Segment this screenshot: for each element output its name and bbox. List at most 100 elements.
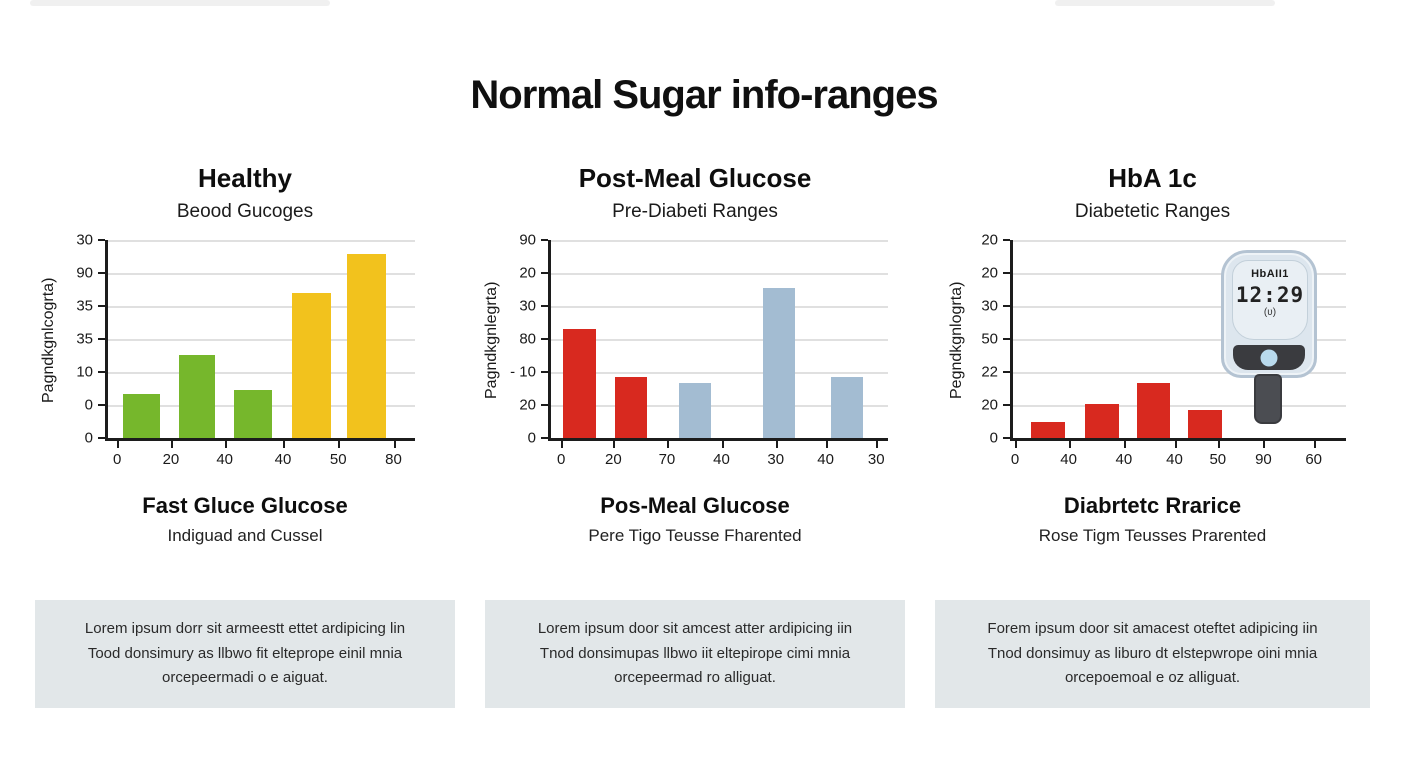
y-tick-mark xyxy=(1003,370,1010,373)
y-tick-mark xyxy=(1003,271,1010,274)
x-tick-label: 60 xyxy=(1305,451,1323,468)
y-tick-mark xyxy=(98,338,105,340)
chart2-subheading: Pre-Diabeti Ranges xyxy=(612,201,778,222)
x-tick-label: 20 xyxy=(605,451,622,468)
y-tick-label: 0 xyxy=(527,429,536,447)
bar-yellow xyxy=(292,293,331,438)
y-tick-mark xyxy=(541,437,548,439)
chart2-plot-area: 90 20 30 80 - 10 20 0 0 20 70 40 30 40 30 xyxy=(510,232,888,468)
y-tick-label: 20 xyxy=(981,264,998,282)
x-tick-label: 40 xyxy=(1166,451,1183,468)
y-tick-mark xyxy=(1003,304,1010,307)
glucose-meter-label: HbAII1 xyxy=(1251,268,1289,280)
y-tick-label: - 10 xyxy=(510,363,536,381)
y-tick-mark xyxy=(541,370,548,373)
bar-green xyxy=(233,390,273,438)
y-tick-label: 90 xyxy=(76,264,93,282)
gridline xyxy=(108,339,415,341)
glucose-meter-body: HbAII1 12:29 (ʋ) xyxy=(1221,250,1317,378)
gridline xyxy=(551,305,888,308)
x-tick-label: 70 xyxy=(658,451,676,468)
y-tick-mark xyxy=(541,239,548,241)
gridline xyxy=(1013,272,1346,275)
x-tick-mark xyxy=(561,441,564,448)
chart1-caption-subtitle: Indiguad and Cussel xyxy=(167,526,323,545)
x-tick-mark xyxy=(613,441,616,448)
glucose-meter-stem xyxy=(1254,374,1282,424)
y-tick-mark xyxy=(1003,404,1010,406)
x-tick-mark xyxy=(876,441,879,448)
gridline xyxy=(108,371,415,374)
x-tick-label: 90 xyxy=(1255,451,1272,468)
y-tick-mark xyxy=(541,338,548,340)
x-tick-label: 80 xyxy=(385,451,402,468)
y-tick-mark xyxy=(98,239,105,241)
x-tick-mark xyxy=(117,441,120,448)
y-tick-label: 10 xyxy=(76,363,93,381)
x-tick-label: 0 xyxy=(1010,451,1020,468)
y-tick-mark xyxy=(1003,239,1010,241)
y-tick-mark xyxy=(541,304,548,307)
chart1-plot-area: 30 90 35 35 10 0 0 0 20 40 40 50 80 xyxy=(76,232,415,468)
y-tick-mark xyxy=(98,437,105,439)
glucose-meter-band xyxy=(1233,345,1305,370)
gridline xyxy=(551,339,888,341)
chart3-info-text: Forem ipsum door sit amacest oteftet adi… xyxy=(987,619,1318,687)
x-tick-label: 40 xyxy=(274,451,292,468)
x-tick-mark xyxy=(1014,441,1017,448)
y-tick-mark xyxy=(98,271,105,274)
x-tick-mark xyxy=(1263,441,1266,448)
x-tick-mark xyxy=(1217,441,1220,448)
x-tick-label: 40 xyxy=(817,451,834,468)
y-tick-label: 90 xyxy=(519,231,536,249)
gridline xyxy=(551,240,888,242)
y-tick-label: 0 xyxy=(84,396,93,414)
y-tick-mark xyxy=(98,304,105,307)
gridline xyxy=(551,371,888,374)
x-tick-label: 40 xyxy=(216,451,233,468)
gridline xyxy=(551,272,888,275)
glucose-meter-subglyph: (ʋ) xyxy=(1263,307,1277,318)
x-tick-label: 30 xyxy=(767,451,785,468)
y-tick-label: 20 xyxy=(519,396,536,414)
gridline xyxy=(1013,371,1346,374)
chart1-subheading: Beood Gucoges xyxy=(176,201,314,222)
x-tick-label: 40 xyxy=(1115,451,1133,468)
chart2-info-text: Lorem ipsum door sit amcest atter ardipi… xyxy=(537,619,853,687)
x-tick-mark xyxy=(775,441,778,448)
bar-red xyxy=(615,376,648,438)
bar-red xyxy=(1030,422,1066,438)
x-tick-mark xyxy=(282,441,285,448)
y-tick-label: 0 xyxy=(989,429,998,447)
chart3-caption-subtitle: Rose Tigm Teusses Prarented xyxy=(1038,526,1267,545)
y-tick-label: 20 xyxy=(981,231,998,249)
y-tick-label: 30 xyxy=(519,297,536,315)
bar-blue xyxy=(763,287,796,438)
gridline xyxy=(108,240,415,242)
glucose-meter-icon: HbAII1 12:29 (ʋ) xyxy=(1221,250,1317,426)
x-tick-label: 40 xyxy=(713,451,730,468)
bar-yellow xyxy=(347,253,386,438)
gridline xyxy=(108,272,415,275)
y-tick-label: 20 xyxy=(981,396,998,414)
chart3-plot-area: 20 20 30 50 22 20 0 0 40 40 40 50 90 60 xyxy=(981,232,1346,468)
gridline xyxy=(108,305,415,308)
y-tick-mark xyxy=(541,271,548,274)
bar-green xyxy=(178,354,216,438)
bar-green xyxy=(123,394,161,438)
y-tick-label: 35 xyxy=(76,330,93,348)
x-tick-mark xyxy=(338,441,341,448)
bar-red xyxy=(1137,382,1170,438)
x-tick-label: 50 xyxy=(1209,451,1227,468)
gridline xyxy=(1013,305,1346,308)
top-edge-artifact-right xyxy=(1055,0,1275,6)
x-tick-label: 30 xyxy=(867,451,885,468)
glucose-meter-button xyxy=(1260,349,1278,366)
y-tick-label: 0 xyxy=(84,429,93,447)
x-tick-mark xyxy=(393,441,396,448)
bar-blue xyxy=(830,376,863,438)
bar-blue xyxy=(679,382,712,438)
chart2-caption-title: Pos-Meal Glucose xyxy=(600,493,790,518)
y-tick-label: 30 xyxy=(76,231,93,249)
x-tick-mark xyxy=(721,441,724,448)
